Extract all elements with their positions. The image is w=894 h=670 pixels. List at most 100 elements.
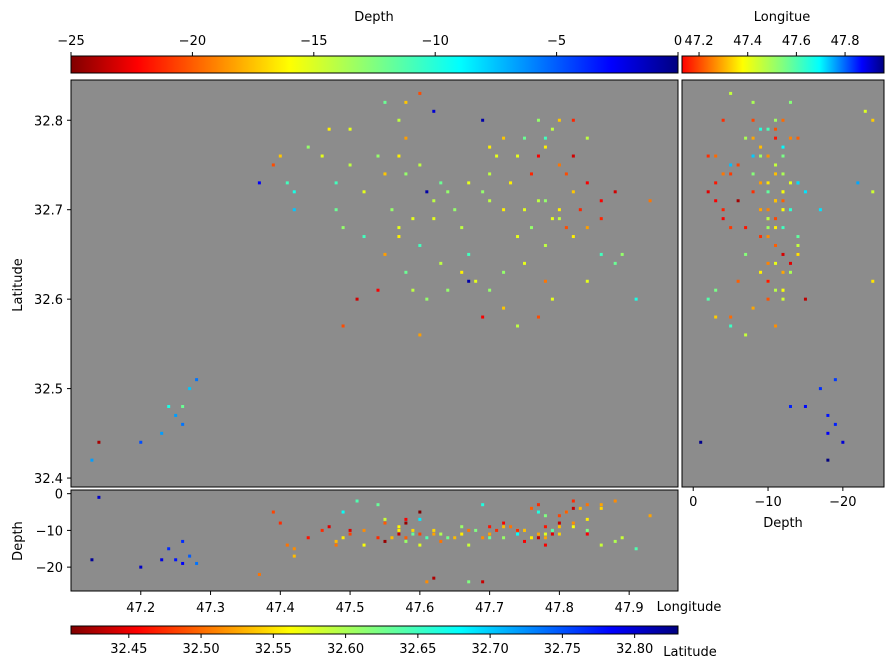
- longitude-colorbar-bar: [681, 55, 885, 74]
- side-point: [729, 315, 733, 319]
- bottom-point: [599, 543, 603, 547]
- side-point: [759, 235, 763, 239]
- bottom-point: [578, 506, 582, 510]
- map-point: [404, 100, 408, 104]
- tick-label: 32.55: [255, 642, 292, 657]
- map-point: [564, 226, 568, 230]
- bottom-xlabel: Longitude: [657, 600, 722, 615]
- map-point: [648, 199, 652, 203]
- bottom-point: [571, 499, 575, 503]
- map-point: [543, 243, 547, 247]
- side-point: [774, 324, 778, 328]
- bottom-point: [571, 506, 575, 510]
- tick-label: 47.5: [336, 601, 365, 616]
- bottom-point: [188, 554, 192, 558]
- map-point: [488, 172, 492, 176]
- map-point: [523, 208, 527, 212]
- map-point: [432, 109, 436, 113]
- map-point: [557, 208, 561, 212]
- map-point: [599, 199, 603, 203]
- side-point: [736, 279, 740, 283]
- map-point: [502, 136, 506, 140]
- side-point: [714, 181, 718, 185]
- map-point: [383, 172, 387, 176]
- bottom-point: [327, 525, 331, 529]
- side-point: [729, 163, 733, 167]
- bottom-point: [536, 536, 540, 540]
- bottom-point: [271, 510, 275, 514]
- side-point: [833, 422, 837, 426]
- side-point: [699, 440, 703, 444]
- side-point: [721, 217, 725, 221]
- map-point: [502, 306, 506, 310]
- bottom-point: [167, 547, 171, 551]
- side-point: [781, 118, 785, 122]
- map-point: [418, 163, 422, 167]
- side-point: [744, 226, 748, 230]
- side-point: [826, 413, 830, 417]
- bottom-point: [557, 521, 561, 525]
- side-point: [781, 252, 785, 256]
- map-point: [453, 208, 457, 212]
- bottom-point: [481, 503, 485, 507]
- side-point: [751, 190, 755, 194]
- bottom-point: [488, 525, 492, 529]
- bottom-point: [543, 536, 547, 540]
- map-point: [432, 217, 436, 221]
- tick-label: 0: [674, 34, 682, 49]
- bottom-point: [362, 528, 366, 532]
- bottom-point: [543, 525, 547, 529]
- map-point: [257, 181, 261, 185]
- tick-label: 32.80: [616, 642, 653, 657]
- side-point: [766, 181, 770, 185]
- bottom-point: [529, 506, 533, 510]
- map-point: [292, 190, 296, 194]
- side-point: [721, 172, 725, 176]
- side-point: [774, 243, 778, 247]
- bottom-x-ticks: 47.2 47.3 47.4 47.5 47.6 47.7 47.8 47.9: [126, 591, 644, 616]
- latitude-colorbar-bar: [70, 625, 679, 635]
- map-point: [383, 100, 387, 104]
- map-point: [139, 440, 143, 444]
- map-point: [397, 118, 401, 122]
- bottom-point: [334, 539, 338, 543]
- side-point: [706, 297, 710, 301]
- tick-label: 47.6: [405, 601, 434, 616]
- bottom-point: [425, 580, 429, 584]
- bottom-point: [481, 536, 485, 540]
- map-plot-area: [70, 79, 679, 488]
- bottom-point: [195, 561, 199, 565]
- bottom-point: [285, 543, 289, 547]
- bottom-point: [495, 528, 499, 532]
- bottom-point: [585, 503, 589, 507]
- bottom-point: [543, 532, 547, 536]
- bottom-point: [404, 539, 408, 543]
- tick-label: −20: [36, 561, 63, 576]
- tick-label: −10: [754, 495, 781, 510]
- bottom-plot-area: [70, 489, 679, 592]
- depth-colorbar-label: Depth: [354, 10, 394, 25]
- side-point: [781, 172, 785, 176]
- side-point: [729, 91, 733, 95]
- tick-label: −15: [300, 34, 327, 49]
- tick-label: 32.4: [34, 472, 63, 487]
- bottom-point: [432, 532, 436, 536]
- map-point: [418, 333, 422, 337]
- map-point: [529, 226, 533, 230]
- bottom-point: [411, 532, 415, 536]
- tick-label: 32.50: [182, 642, 219, 657]
- bottom-point: [292, 554, 296, 558]
- map-point: [529, 172, 533, 176]
- bottom-point: [474, 528, 478, 532]
- map-point: [292, 208, 296, 212]
- bottom-point: [571, 521, 575, 525]
- map-point: [516, 324, 520, 328]
- map-point: [550, 297, 554, 301]
- tick-label: 0: [689, 495, 697, 510]
- side-point: [744, 252, 748, 256]
- map-point: [571, 235, 575, 239]
- side-point: [774, 118, 778, 122]
- side-point: [766, 226, 770, 230]
- map-point: [585, 181, 589, 185]
- tick-label: 32.60: [327, 642, 364, 657]
